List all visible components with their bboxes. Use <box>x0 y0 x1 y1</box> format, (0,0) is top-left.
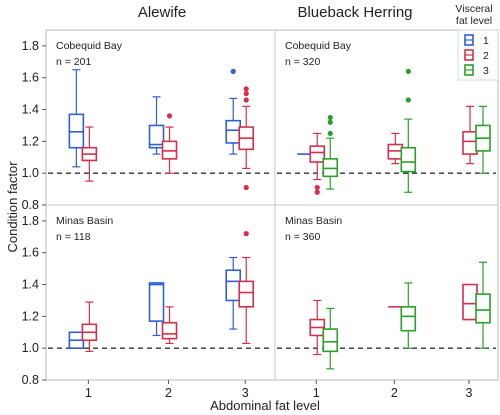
panel-location-label: Minas Basin <box>56 215 113 227</box>
plot-area: 0.8 1.0 1.2 1.4 1.6 1.8 0.8 1.0 1.2 1.4 1.6 1.8 1 2 3 1… <box>22 29 499 400</box>
box-plot <box>387 132 404 165</box>
x-tick-label: 1 <box>85 386 92 400</box>
box-iqr <box>238 280 255 308</box>
legend-box <box>457 29 499 81</box>
box-iqr <box>322 328 339 353</box>
box-plot <box>161 306 178 345</box>
outlier-point <box>230 68 236 74</box>
box-iqr <box>462 283 478 321</box>
outlier-point <box>166 113 173 119</box>
outlier-point <box>405 68 411 74</box>
box-iqr <box>148 124 165 149</box>
y-axis-title: Condition factor <box>5 161 20 253</box>
box-plot <box>161 113 178 174</box>
x-tick-label: 1 <box>313 386 320 400</box>
x-tick-label: 3 <box>466 386 473 400</box>
outlier-point <box>327 114 333 121</box>
panel-n-label: n = 320 <box>285 56 320 68</box>
outlier-point <box>243 91 249 97</box>
box-plot <box>475 105 491 174</box>
box-plot <box>148 96 165 155</box>
outlier-point <box>243 231 249 237</box>
legend-label: 1 <box>483 35 489 47</box>
box-plot <box>68 69 85 168</box>
y-tick-label: 1.8 <box>22 214 39 228</box>
outlier-point <box>314 184 320 191</box>
y-tick-label: 1.6 <box>22 71 39 85</box>
outlier-point <box>243 97 249 103</box>
y-tick-label: 1.4 <box>22 103 39 117</box>
legend-title-line1: Visceral <box>455 3 492 15</box>
box-iqr <box>400 306 417 332</box>
y-tick-label: 1.2 <box>22 309 39 323</box>
box-plot <box>322 307 339 370</box>
panel-n-label: n = 118 <box>56 231 91 243</box>
outlier-point <box>405 97 411 103</box>
box-plot <box>225 68 242 155</box>
box-plot <box>462 105 478 165</box>
y-tick-label: 1.0 <box>22 166 39 180</box>
box-plot <box>81 126 98 182</box>
outlier-point <box>327 119 333 125</box>
box-plot <box>309 299 326 356</box>
legend-label: 3 <box>483 65 489 77</box>
x-tick-label: 2 <box>391 386 398 400</box>
box-plot <box>148 282 165 337</box>
box-plot <box>238 231 255 345</box>
column-title-alewife: Alewife <box>138 4 186 21</box>
y-tick-label: 1.2 <box>22 134 39 148</box>
x-tick-label: 2 <box>165 386 172 400</box>
box-iqr <box>225 269 242 302</box>
y-tick-label: 1.0 <box>22 341 39 355</box>
outlier-point <box>314 189 320 195</box>
legend-label: 2 <box>483 50 489 62</box>
legend: Visceral fat level 1 2 3 <box>455 3 499 81</box>
box-iqr <box>462 131 478 155</box>
box-plot <box>309 132 326 195</box>
box-plot <box>400 282 417 349</box>
box-plot <box>462 283 478 321</box>
panel-location-label: Minas Basin <box>285 215 342 227</box>
panel-n-label: n = 201 <box>56 56 91 68</box>
x-axis-title: Abdominal fat level <box>210 398 320 413</box>
column-title-blueback-herring: Blueback Herring <box>297 4 412 21</box>
box-iqr <box>400 146 417 173</box>
box-iqr <box>161 321 178 340</box>
y-tick-label: 1.8 <box>22 39 39 53</box>
box-plot <box>475 261 491 349</box>
legend-title-line2: fat level <box>456 15 492 27</box>
panel-location-label: Cobequid Bay <box>56 40 123 52</box>
outlier-point <box>243 184 249 191</box>
y-tick-label: 1.6 <box>22 246 39 260</box>
box-plot <box>225 256 242 330</box>
y-tick-label: 0.8 <box>22 198 39 212</box>
y-tick-label: 0.8 <box>22 373 39 387</box>
box-plot <box>238 86 255 191</box>
box-plot <box>322 114 339 190</box>
box-iqr <box>309 145 326 163</box>
box-iqr <box>148 282 165 322</box>
panel-n-label: n = 360 <box>285 231 320 243</box>
x-tick-label: 3 <box>242 386 249 400</box>
box-iqr <box>475 293 491 324</box>
box-plot <box>81 301 98 352</box>
outlier-point <box>327 130 333 137</box>
y-tick-label: 1.4 <box>22 278 39 292</box>
box-plot <box>400 68 417 193</box>
outlier-point <box>243 86 249 92</box>
box-plot <box>68 331 85 349</box>
box-iqr <box>225 119 242 144</box>
panel-location-label: Cobequid Bay <box>285 40 352 52</box>
